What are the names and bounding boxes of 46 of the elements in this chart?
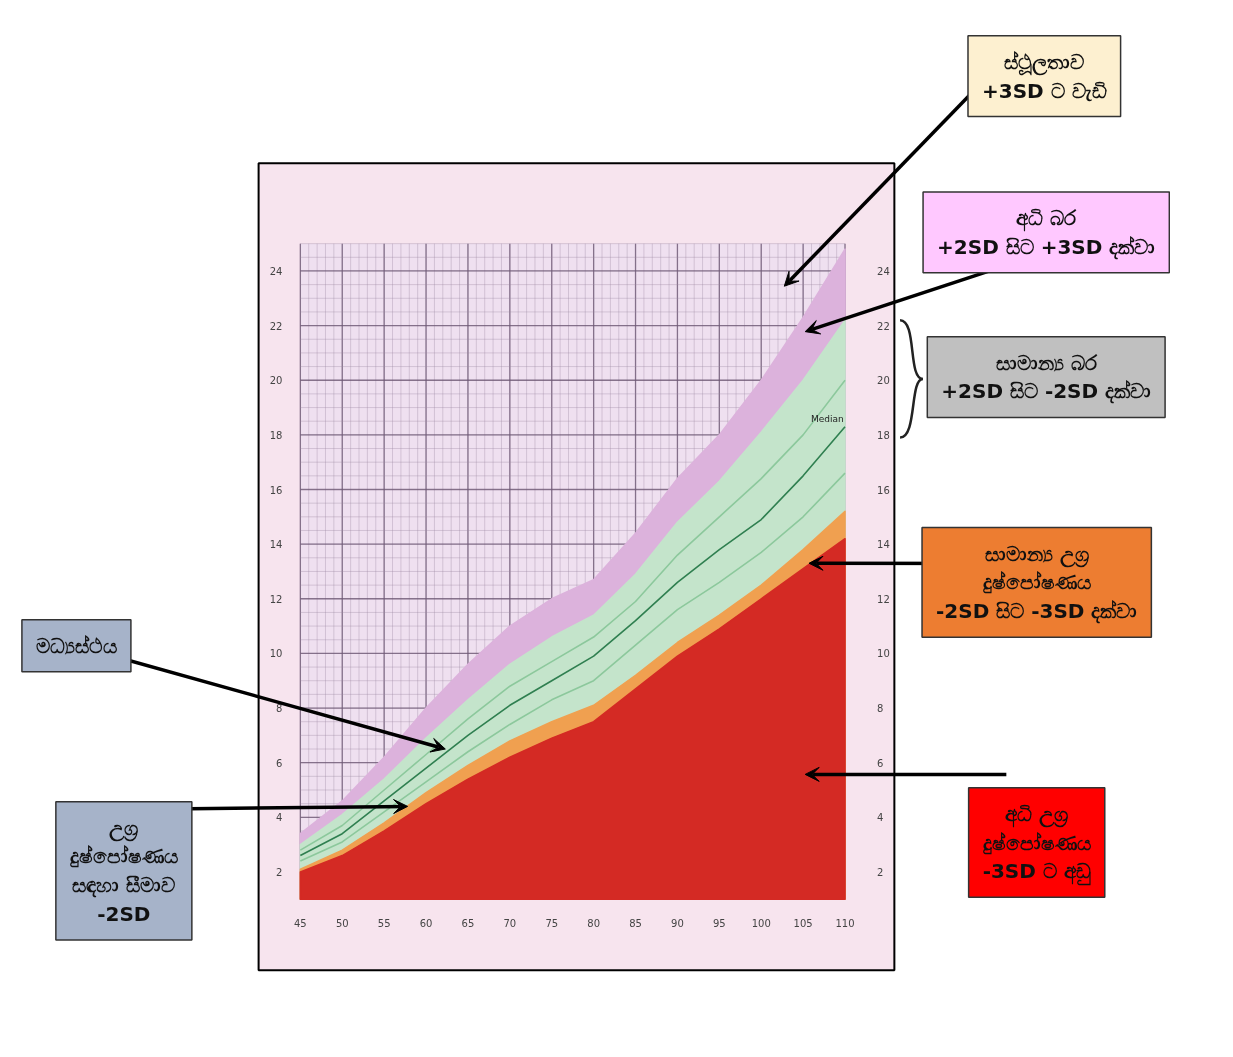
x-tick-label: 60 xyxy=(419,918,433,930)
x-tick-label: 75 xyxy=(545,918,559,930)
text: අධි උග්‍ර දුෂ්පෝෂණය -3SD ට අඩු xyxy=(982,801,1091,887)
y-tick-label: 20 xyxy=(269,375,283,387)
x-tick-label: 110 xyxy=(835,918,855,930)
y2-tick-label: 24 xyxy=(877,265,890,277)
x-tick-label: 85 xyxy=(629,918,642,930)
annotation: මධ්‍යස්ථය xyxy=(35,633,117,658)
y-tick-label: 6 xyxy=(275,757,283,769)
y-tick-label: 16 xyxy=(269,484,283,496)
x-tick-label: 80 xyxy=(587,918,601,930)
x-tick-label: 50 xyxy=(335,918,349,930)
y-tick-label: 22 xyxy=(269,320,283,332)
y-tick-label: 18 xyxy=(269,429,283,441)
y2-tick-label: 6 xyxy=(877,757,884,769)
y2-tick-label: 12 xyxy=(877,593,890,605)
y2-tick-label: 20 xyxy=(877,375,890,387)
y2-tick-label: 14 xyxy=(877,539,890,551)
y2-tick-label: 2 xyxy=(877,866,884,878)
x-tick-label: 70 xyxy=(503,918,517,930)
x-tick-label: 45 xyxy=(293,918,307,930)
y-tick-label: 4 xyxy=(275,812,283,824)
annotation: උග්‍ර දුෂ්පෝෂණය සඳහා සීමාව -2SD xyxy=(69,815,178,927)
y2-tick-label: 10 xyxy=(877,648,890,660)
x-tick-label: 55 xyxy=(377,918,391,930)
y-tick-label: 10 xyxy=(269,648,283,660)
text: අධි බර +2SD සිට +3SD දක්වා xyxy=(937,205,1156,260)
x-tick-label: 95 xyxy=(712,918,726,930)
y2-tick-label: 16 xyxy=(877,484,890,496)
y2-tick-label: 18 xyxy=(877,429,890,441)
x-tick-label: 90 xyxy=(671,918,684,930)
y2-tick-label: 22 xyxy=(877,320,890,332)
series-label: Median xyxy=(811,413,844,424)
annotation: සාමාන්‍ය උග්‍ර දුෂ්පෝෂණය -2SD සිට -3SD දක්වා xyxy=(936,541,1138,625)
text: ස්ථූලතාව +3SD ට වැඩි xyxy=(981,49,1107,103)
y-tick-label: 24 xyxy=(269,265,283,277)
x-tick-label: 65 xyxy=(461,918,475,930)
y-tick-label: 8 xyxy=(275,703,283,715)
y-tick-label: 2 xyxy=(275,866,283,878)
text: සාමාන්‍ය බර +2SD සිට -2SD දක්වා xyxy=(941,350,1152,405)
x-tick-label: 100 xyxy=(751,918,771,930)
y2-tick-label: 8 xyxy=(877,703,884,715)
y-tick-label: 14 xyxy=(269,539,283,551)
x-tick-label: 105 xyxy=(793,918,813,930)
y2-tick-label: 4 xyxy=(877,812,884,824)
y-tick-label: 12 xyxy=(269,593,283,605)
